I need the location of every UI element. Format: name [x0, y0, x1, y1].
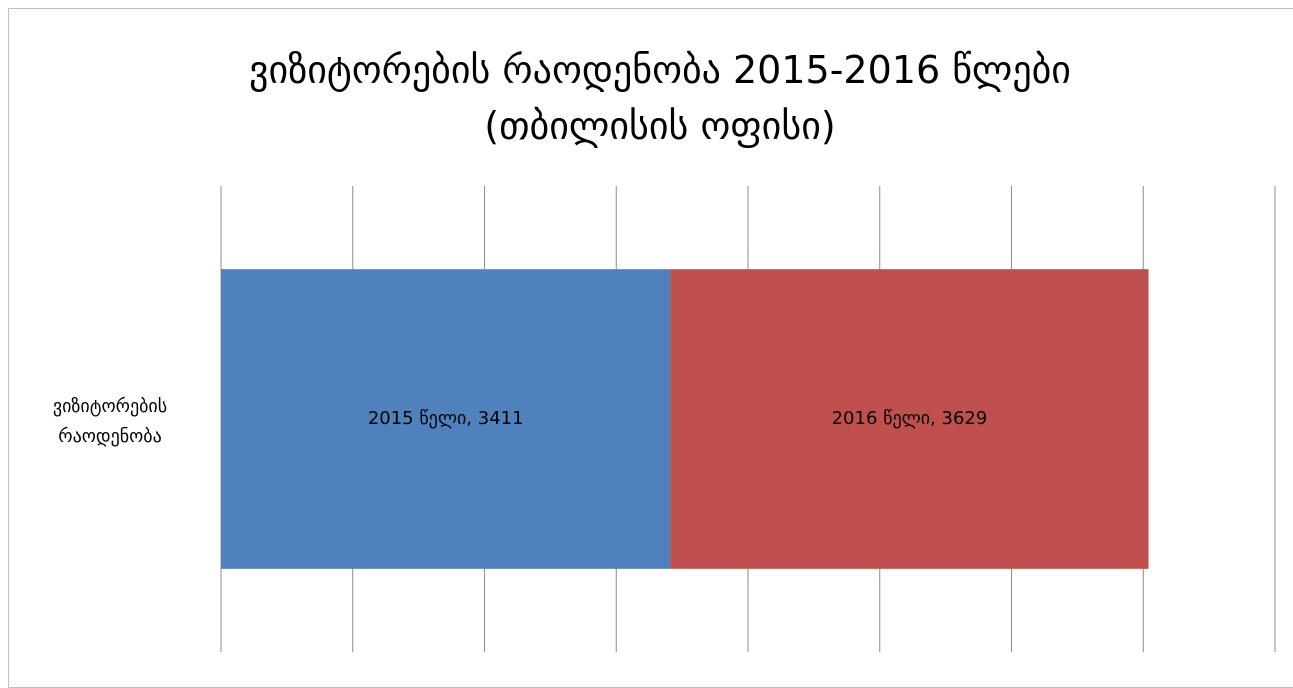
bar [221, 269, 671, 569]
data-label: 2015 წელი, 3411 [368, 408, 524, 429]
page: ვიზიტორების რაოდენობა 2015-2016 წლები (თ… [8, 8, 1293, 688]
chart: 2015 წელი, 3411 2016 წელი, 3629 [220, 186, 1276, 652]
y-tick-label: ვიზიტორების რაოდენობა [52, 396, 168, 447]
data-label: 2016 წელი, 3629 [832, 408, 988, 429]
bar [670, 269, 1149, 569]
chart-title: ვიზიტორების რაოდენობა 2015-2016 წლები (თ… [249, 48, 1071, 148]
